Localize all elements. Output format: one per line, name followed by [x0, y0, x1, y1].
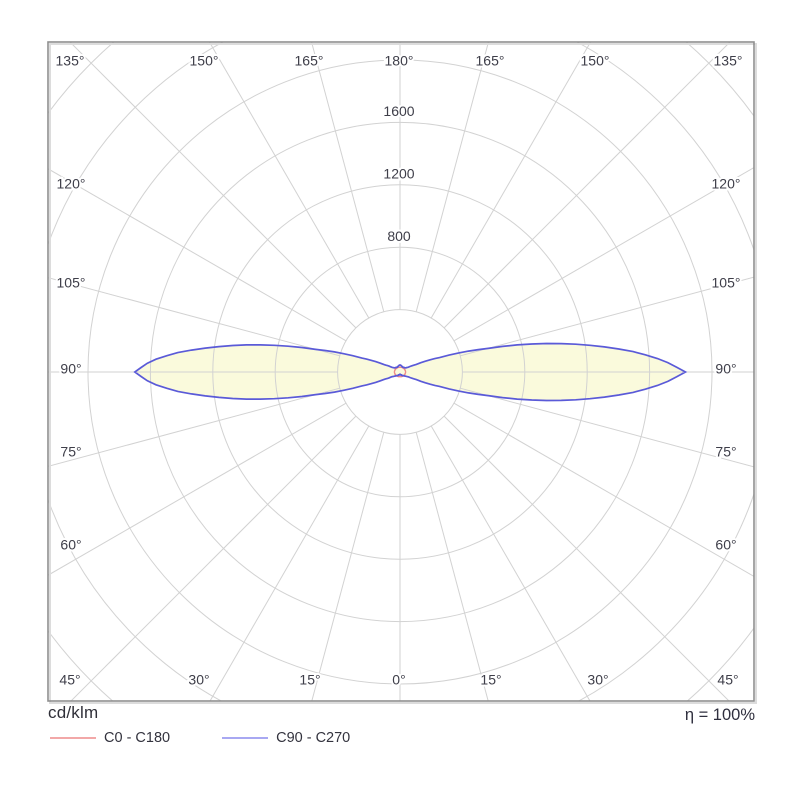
grid-radial-line [430, 42, 592, 319]
grid-radial-line [443, 42, 731, 329]
radial-tick-1600: 1600 [383, 103, 414, 119]
grid-radial-line [460, 387, 754, 468]
angle-label-bottom: 45° [59, 672, 80, 688]
grid-radial-line [311, 432, 385, 701]
grid-radial-line [48, 402, 347, 576]
grid-radial-line [415, 432, 489, 701]
angle-label-left: 75° [60, 444, 81, 460]
angle-label-top: 150° [581, 53, 610, 69]
angle-label-left: 120° [57, 176, 86, 192]
angle-label-top: 135° [56, 53, 85, 69]
c0-c180-curve [393, 366, 407, 378]
grid-radial-line [209, 425, 370, 701]
angle-label-left: 105° [57, 275, 86, 291]
grid-radial-line [430, 425, 591, 701]
angle-label-bottom: 30° [188, 672, 209, 688]
angle-label-left: 60° [60, 537, 81, 553]
legend: C0 - C180 C90 - C270 [50, 730, 350, 746]
angle-label-bottom: 15° [480, 672, 501, 688]
radial-tick-800: 800 [387, 228, 411, 244]
grid-radial-line [48, 277, 340, 357]
angle-label-top: 165° [476, 53, 505, 69]
unit-label: cd/klm [48, 703, 99, 722]
grid-radial-line [208, 42, 370, 319]
grid-radial-line [415, 42, 489, 312]
plot-border [47, 41, 755, 702]
grid-radial-line [460, 276, 754, 357]
angle-label-bottom: 0° [392, 672, 405, 688]
angle-label-bottom: 45° [717, 672, 738, 688]
angle-label-top: 165° [295, 53, 324, 69]
angle-label-left: 90° [60, 361, 81, 377]
angle-label-top: 180° [385, 53, 414, 69]
legend-item-c0-c180: C0 - C180 [50, 730, 170, 746]
angle-label-right: 105° [712, 275, 741, 291]
grid-radial-line [69, 42, 357, 329]
c0-c180-line-swatch [50, 737, 96, 739]
grid-radial-line [48, 387, 340, 467]
legend-label-c0-c180: C0 - C180 [104, 730, 171, 746]
grid-radial-line [70, 415, 357, 701]
plot-border-shadow [49, 43, 757, 704]
angle-label-bottom: 15° [299, 672, 320, 688]
angle-label-top: 150° [190, 53, 219, 69]
c90-c270-fill [134, 343, 686, 401]
radial-tick-1200: 1200 [383, 166, 414, 182]
grid-radial-line [311, 42, 385, 312]
angle-label-top: 135° [714, 53, 743, 69]
c90-c270-line-swatch [222, 737, 269, 739]
grid-radial-line [48, 168, 347, 342]
legend-item-c90-c270: C90 - C270 [222, 730, 350, 746]
angle-label-right: 60° [715, 537, 736, 553]
angle-label-right: 120° [712, 176, 741, 192]
efficiency-label: η = 100% [684, 706, 755, 724]
angle-label-right: 75° [715, 444, 736, 460]
grid-radial-line [443, 415, 730, 701]
angle-label-right: 90° [715, 361, 736, 377]
legend-label-c90-c270: C90 - C270 [276, 730, 351, 746]
grid-radial-line [453, 402, 754, 577]
c90-c270-curve [133, 342, 688, 402]
angle-label-bottom: 30° [587, 672, 608, 688]
grid-radial-line [453, 167, 754, 342]
